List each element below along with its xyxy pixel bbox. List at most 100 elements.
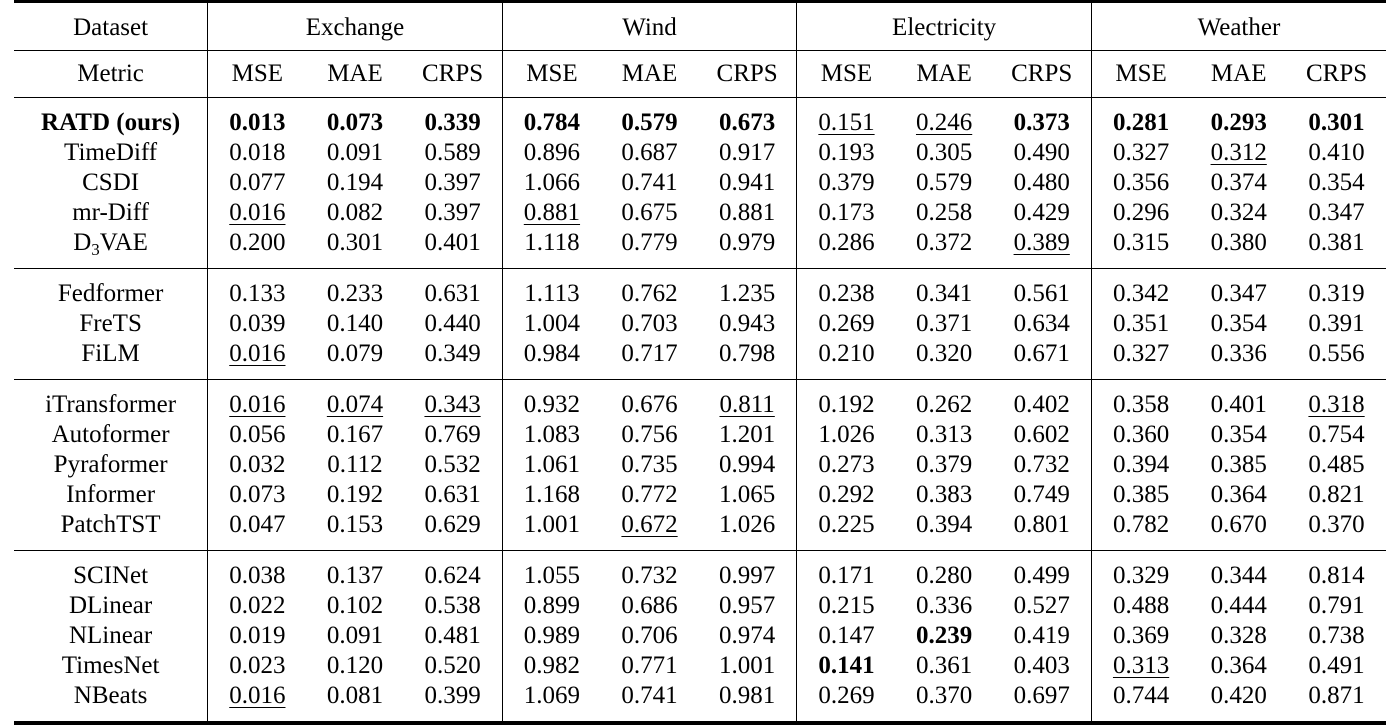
metric-value-cell: 0.771 — [601, 651, 698, 681]
metric-value: 0.192 — [818, 391, 875, 418]
metric-value-cell: 0.821 — [1287, 480, 1386, 510]
metric-value: 0.296 — [1112, 199, 1170, 226]
table-row: TimesNet 0.023 0.120 0.520 0.982 0.771 1.001 0.… — [14, 651, 1386, 681]
metric-value-cell: 0.102 — [307, 591, 404, 621]
metric-value-cell: 0.943 — [698, 309, 797, 339]
metric-value-cell: 0.429 — [993, 198, 1092, 228]
metric-value: 1.118 — [524, 229, 580, 256]
metric-value: 0.735 — [621, 451, 678, 478]
metric-value-cell: 0.997 — [697, 550, 797, 591]
metric-value: 0.631 — [424, 481, 481, 508]
metric-value-cell: 0.527 — [993, 591, 1092, 621]
metric-value-cell: 0.561 — [992, 268, 1092, 309]
metric-value: 0.327 — [1112, 139, 1170, 166]
metric-value: 0.732 — [621, 562, 678, 589]
metric-value: 0.672 — [621, 511, 678, 538]
metric-value: 0.397 — [424, 199, 481, 226]
metric-value-cell: 0.112 — [307, 450, 404, 480]
model-name-cell: iTransformer — [14, 379, 208, 420]
metric-value-cell: 1.001 — [501, 510, 602, 551]
metric-value-cell: 0.741 — [601, 168, 698, 198]
metric-value-cell: 0.225 — [796, 510, 896, 551]
metric-value: 0.343 — [424, 391, 481, 418]
metric-value: 0.871 — [1308, 682, 1365, 709]
model-name: DLinear — [68, 592, 153, 619]
metric-header-mae: MAE — [306, 50, 404, 98]
metric-header-crps: CRPS — [403, 50, 503, 98]
model-name-cell: mr-Diff — [14, 198, 208, 228]
metric-value: 0.881 — [719, 199, 776, 226]
metric-value-cell: 0.394 — [896, 510, 993, 551]
metric-value: 0.171 — [818, 562, 875, 589]
metric-value: 0.193 — [818, 139, 875, 166]
metric-value-cell: 0.073 — [306, 97, 404, 138]
metric-value-cell: 0.286 — [796, 228, 896, 269]
metric-value: 0.881 — [523, 199, 581, 226]
metric-value-cell: 0.269 — [796, 309, 896, 339]
metric-value-cell: 0.589 — [403, 138, 502, 168]
metric-value: 0.675 — [621, 199, 678, 226]
results-table-body: RATD (ours) 0.013 0.073 0.339 0.784 0.579 0.67… — [14, 97, 1386, 725]
metric-value: 0.269 — [818, 682, 875, 709]
metric-value: 0.292 — [818, 481, 875, 508]
metric-value: 0.738 — [1308, 622, 1365, 649]
model-name-cell: NLinear — [14, 621, 208, 651]
metric-value-cell: 0.741 — [601, 681, 698, 725]
metric-header-mse: MSE — [1090, 50, 1191, 98]
table-row: DLinear 0.022 0.102 0.538 0.899 0.686 0.957 0.2… — [14, 591, 1386, 621]
model-name: Autoformer — [51, 421, 170, 448]
metric-value-cell: 0.480 — [993, 168, 1092, 198]
metric-value-cell: 0.670 — [1190, 510, 1287, 551]
metric-value-cell: 0.258 — [896, 198, 993, 228]
metric-value: 0.899 — [523, 592, 581, 619]
metric-header-crps: CRPS — [697, 50, 797, 98]
metric-value-cell: 0.671 — [993, 339, 1092, 380]
metric-value-cell: 0.238 — [796, 268, 896, 309]
metric-value-cell: 0.032 — [207, 450, 307, 480]
metric-value-cell: 0.974 — [698, 621, 797, 651]
metric-value: 0.391 — [1308, 310, 1365, 337]
metric-value-cell: 0.932 — [501, 379, 602, 420]
table-row: Pyraformer 0.032 0.112 0.532 1.061 0.735 0.994… — [14, 450, 1386, 480]
metric-value: 0.016 — [229, 340, 286, 367]
metric-value: 0.140 — [326, 310, 384, 337]
metric-value-cell: 0.520 — [403, 651, 502, 681]
metric-value: 0.360 — [1112, 421, 1170, 448]
metric-value: 0.351 — [1112, 310, 1170, 337]
metric-value-cell: 0.735 — [601, 450, 698, 480]
metric-value-cell: 1.201 — [698, 420, 797, 450]
metric-value-cell: 0.339 — [403, 97, 503, 138]
metric-value: 0.527 — [1013, 592, 1070, 619]
metric-value-cell: 0.624 — [403, 550, 503, 591]
metric-value: 0.120 — [326, 652, 384, 679]
metric-value-cell: 0.634 — [993, 309, 1092, 339]
metric-value-cell: 0.385 — [1090, 480, 1191, 510]
metric-value: 0.997 — [719, 562, 776, 589]
metric-value: 0.312 — [1210, 139, 1267, 166]
metric-value: 0.686 — [621, 592, 678, 619]
metric-value: 0.624 — [424, 562, 481, 589]
metric-value-cell: 1.118 — [501, 228, 602, 269]
metric-value-cell: 0.173 — [796, 198, 896, 228]
metric-value: 0.429 — [1013, 199, 1070, 226]
metric-value: 0.732 — [1013, 451, 1070, 478]
metric-value-cell: 0.397 — [403, 168, 502, 198]
metric-value-cell: 0.133 — [207, 268, 307, 309]
metric-value: 0.313 — [915, 421, 973, 448]
model-name: NLinear — [68, 622, 153, 649]
table-row: RATD (ours) 0.013 0.073 0.339 0.784 0.579 0.67… — [14, 97, 1386, 138]
metric-value-cell: 0.192 — [796, 379, 896, 420]
metric-value-cell: 0.703 — [601, 309, 698, 339]
model-name: iTransformer — [45, 391, 177, 418]
table-row: D3VAE 0.200 0.301 0.401 1.118 0.779 0.979 0.286… — [14, 228, 1386, 269]
metric-value-cell: 0.016 — [207, 681, 307, 725]
metric-value-cell: 0.019 — [207, 621, 307, 651]
metric-value-cell: 0.440 — [403, 309, 502, 339]
metric-value: 0.394 — [915, 511, 973, 538]
model-name-cell: D3VAE — [14, 228, 208, 269]
metric-value-cell: 0.356 — [1090, 168, 1191, 198]
metric-value-cell: 0.349 — [403, 339, 502, 380]
dataset-header-electricity: Electricity — [796, 0, 1092, 51]
metric-value: 0.301 — [326, 229, 384, 256]
model-name: TimesNet — [61, 652, 160, 679]
